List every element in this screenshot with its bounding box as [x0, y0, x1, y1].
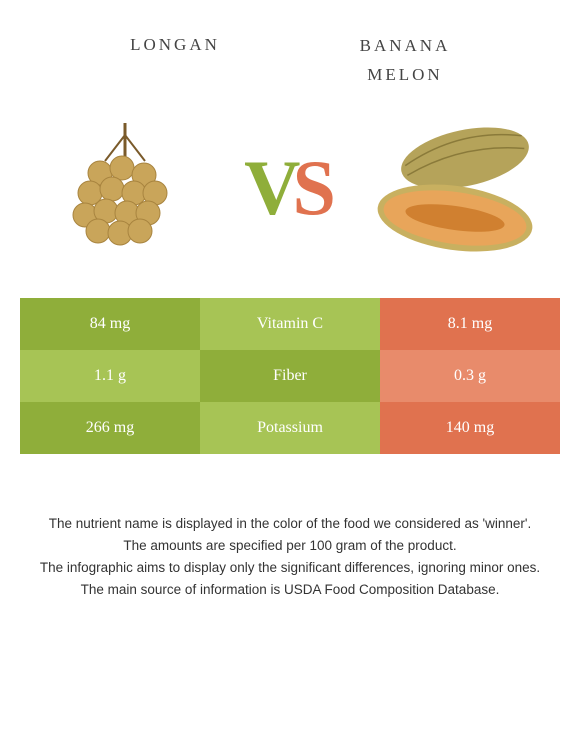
- longan-image: [40, 113, 210, 263]
- right-title-line1: banana: [360, 31, 451, 57]
- table-row: 1.1 g Fiber 0.3 g: [20, 350, 560, 402]
- right-title-line2: melon: [367, 60, 442, 86]
- nutrient-name: Potassium: [200, 402, 380, 454]
- left-value: 84 mg: [20, 298, 200, 350]
- left-value: 1.1 g: [20, 350, 200, 402]
- nutrient-name: Fiber: [200, 350, 380, 402]
- right-value: 8.1 mg: [380, 298, 560, 350]
- table-row: 84 mg Vitamin C 8.1 mg: [20, 298, 560, 350]
- footnote-line: The amounts are specified per 100 gram o…: [30, 536, 550, 556]
- footnote-line: The infographic aims to display only the…: [30, 558, 550, 578]
- images-row: V S: [0, 98, 580, 298]
- right-value: 140 mg: [380, 402, 560, 454]
- comparison-table: 84 mg Vitamin C 8.1 mg 1.1 g Fiber 0.3 g…: [20, 298, 560, 454]
- header: longan banana melon: [0, 0, 580, 98]
- vs-label: V S: [244, 149, 336, 227]
- left-value: 266 mg: [20, 402, 200, 454]
- right-food-title: banana melon: [290, 30, 520, 88]
- table-row: 266 mg Potassium 140 mg: [20, 402, 560, 454]
- nutrient-name: Vitamin C: [200, 298, 380, 350]
- footnote-line: The nutrient name is displayed in the co…: [30, 514, 550, 534]
- footnote-line: The main source of information is USDA F…: [30, 580, 550, 600]
- left-food-title: longan: [60, 30, 290, 88]
- right-value: 0.3 g: [380, 350, 560, 402]
- vs-s: S: [292, 149, 335, 227]
- banana-melon-image: [370, 113, 540, 263]
- footnotes: The nutrient name is displayed in the co…: [0, 454, 580, 601]
